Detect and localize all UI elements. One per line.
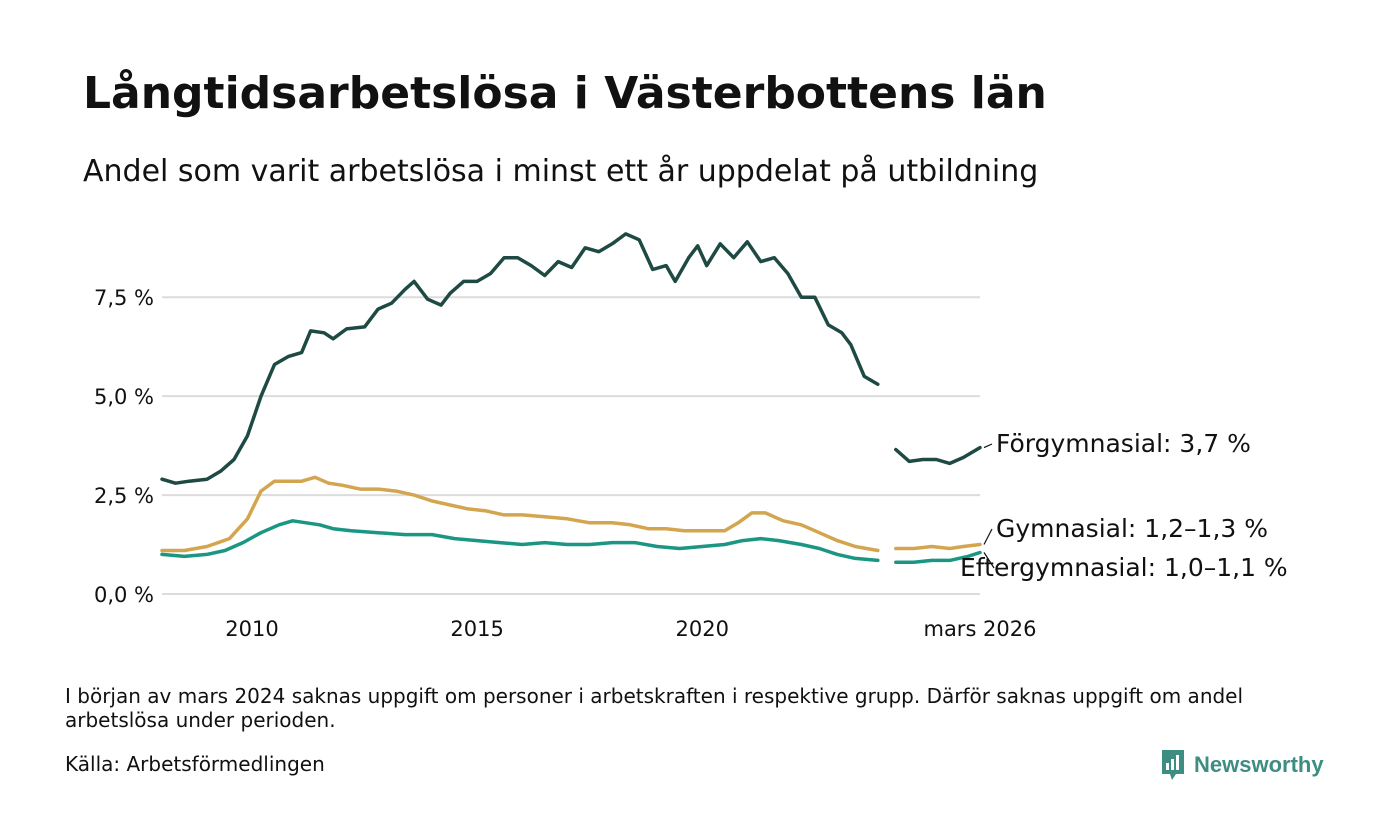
- series-line-eftergymnasial: [894, 550, 982, 565]
- end-label-eftergymnasial: Eftergymnasial: 1,0–1,1 %: [960, 553, 1288, 582]
- y-tick-label: 0,0 %: [94, 583, 154, 607]
- series-line-förgymnasial: [894, 445, 982, 466]
- chart-subtitle: Andel som varit arbetslösa i minst ett å…: [83, 154, 1039, 189]
- series-lines: [160, 232, 982, 565]
- end-label-leader: [983, 443, 993, 449]
- series-end-labels: Förgymnasial: 3,7 % Gymnasial: 1,2–1,3 % E…: [960, 429, 1288, 582]
- x-tick-label: 2010: [225, 617, 278, 641]
- line-chart: 0,0 % 2,5 % 5,0 % 7,5 % 2010 2015 2020 mars 20…: [94, 232, 1288, 641]
- x-tick-label: 2015: [450, 617, 503, 641]
- y-tick-label: 2,5 %: [94, 484, 154, 508]
- brand-name: Newsworthy: [1194, 752, 1324, 777]
- x-axis-tick-labels: 2010 2015 2020 mars 2026: [225, 617, 1036, 641]
- footnote: I början av mars 2024 saknas uppgift om …: [65, 684, 1244, 732]
- newsworthy-logo: Newsworthy: [1160, 748, 1324, 782]
- end-label-gymnasial: Gymnasial: 1,2–1,3 %: [996, 514, 1268, 543]
- newsworthy-logo-icon: [1162, 750, 1184, 780]
- end-label-förgymnasial: Förgymnasial: 3,7 %: [996, 429, 1251, 458]
- series-line-gymnasial: [160, 475, 880, 553]
- gridlines: [162, 296, 980, 595]
- series-line-eftergymnasial: [160, 519, 880, 563]
- x-tick-label: 2020: [676, 617, 729, 641]
- y-tick-label: 5,0 %: [94, 385, 154, 409]
- source-text: Källa: Arbetsförmedlingen: [65, 752, 325, 776]
- series-line-gymnasial: [894, 542, 982, 551]
- end-label-leader: [983, 552, 995, 569]
- y-tick-label: 7,5 %: [94, 286, 154, 310]
- chart-title: Långtidsarbetslösa i Västerbottens län: [83, 68, 1047, 119]
- y-axis-tick-labels: 0,0 % 2,5 % 5,0 % 7,5 %: [94, 286, 154, 607]
- end-label-leader: [983, 528, 993, 545]
- series-line-förgymnasial: [160, 232, 880, 485]
- x-tick-label: mars 2026: [923, 617, 1036, 641]
